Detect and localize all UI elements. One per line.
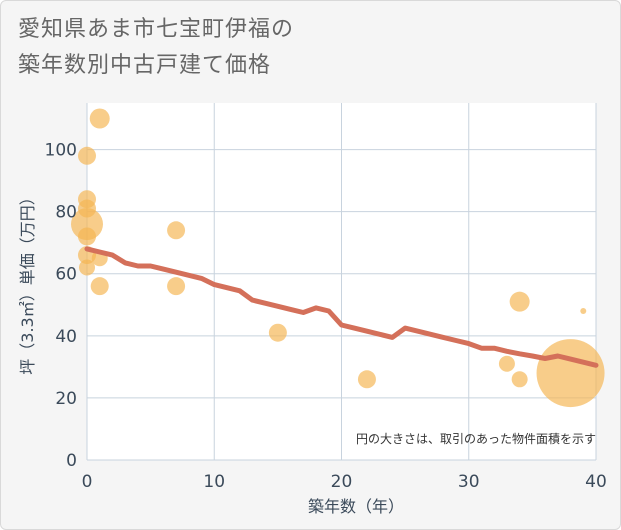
data-point [78,227,96,246]
size-note: 円の大きさは、取引のあった物件面積を示す [356,431,596,446]
chart-title: 愛知県あま市七宝町伊福の 築年数別中古戸建て価格 [18,17,295,78]
x-tick-label: 0 [82,472,93,492]
y-tick-label: 100 [45,141,77,161]
data-point [71,208,103,241]
data-point [580,307,587,314]
data-point [78,146,96,165]
y-tick-label: 60 [55,265,77,285]
data-point [536,339,605,408]
x-tick-label: 30 [458,472,480,492]
x-tick-label: 40 [585,472,607,492]
data-point [167,277,186,296]
y-axis-label: 坪（3.3㎡）単価（万円） [18,189,37,374]
y-tick-label: 20 [55,389,77,409]
y-tick-label: 40 [55,327,77,347]
x-axis-label: 築年数（年） [308,497,404,516]
data-point [167,221,186,240]
data-point [511,371,528,388]
data-point [357,370,376,389]
trend-line [84,246,599,368]
data-point [268,323,287,342]
x-tick-label: 10 [203,472,225,492]
data-point [79,259,95,276]
data-point [509,291,530,312]
data-point [90,277,109,296]
data-point [89,108,110,129]
x-tick-label: 20 [331,472,353,492]
data-point [498,355,515,372]
y-tick-label: 0 [66,451,77,471]
axis-ticks: 0 10 20 30 40 0 20 40 60 80 100 [45,141,607,492]
y-tick-label: 80 [55,203,77,223]
